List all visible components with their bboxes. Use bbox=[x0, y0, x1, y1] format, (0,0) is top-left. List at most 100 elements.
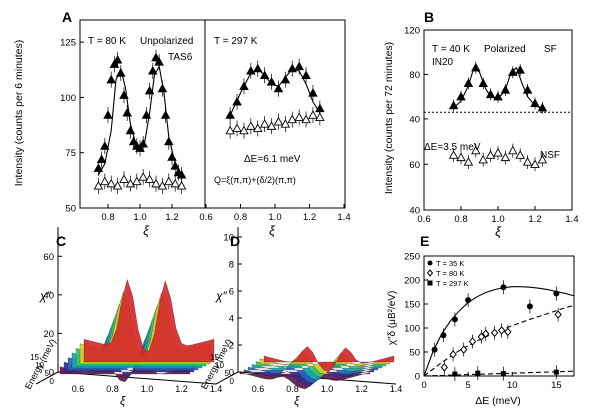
data-point-open-triangle bbox=[478, 154, 488, 164]
data-point-filled-triangle bbox=[125, 125, 136, 135]
panel-label-b: B bbox=[424, 9, 434, 25]
annotation-b-energy: ΔE=3.5 meV bbox=[424, 142, 481, 153]
data-point-filled-triangle bbox=[122, 107, 132, 117]
y-tick-label: 50 bbox=[409, 348, 420, 359]
data-point-open-triangle bbox=[252, 123, 263, 133]
data-point-filled-circle bbox=[500, 284, 507, 291]
x-tick-label: 1.4 bbox=[390, 384, 403, 394]
data-point-filled-triangle bbox=[167, 152, 177, 161]
x-tick-label: 0.6 bbox=[199, 212, 212, 223]
panel-e-xlabel: ΔE (meV) bbox=[475, 395, 521, 407]
data-point-filled-triangle bbox=[508, 67, 518, 76]
data-point-filled-circle bbox=[553, 290, 560, 297]
data-point-filled-triangle bbox=[273, 83, 284, 93]
data-point-filled-triangle bbox=[246, 65, 256, 75]
legend-marker-open-diamond bbox=[426, 269, 434, 277]
y-tick-label: 120 bbox=[404, 26, 420, 37]
x-tick-label: 0.6 bbox=[252, 384, 265, 394]
y-tick-label: 40 bbox=[409, 114, 420, 125]
panel-b-ylabel: Intensity (counts per 72 minutes) bbox=[383, 42, 395, 194]
data-point-filled-triangle bbox=[109, 59, 120, 68]
z-tick-label: 10 bbox=[223, 233, 234, 244]
panel-e-ylabel: χ″δ (μB²/eV) bbox=[387, 291, 398, 346]
data-point-filled-triangle bbox=[157, 83, 168, 93]
annotation-a-unpolarized: Unpolarized bbox=[140, 36, 193, 47]
data-point-filled-triangle bbox=[515, 65, 525, 74]
data-point-open-triangle bbox=[225, 125, 235, 135]
y-tick-label: 60 bbox=[409, 160, 420, 171]
x-tick-label: 1.2 bbox=[175, 384, 188, 394]
data-point-filled-triangle bbox=[448, 100, 459, 110]
y-tick-label: 75 bbox=[65, 148, 76, 159]
panel-a-ylabel: Intensity (counts per 6 minutes) bbox=[13, 40, 25, 186]
z-tick-label: 2 bbox=[229, 341, 234, 352]
depth-tick-label: 15 bbox=[210, 353, 219, 362]
x-tick-label: 1.0 bbox=[268, 212, 281, 223]
y-tick-label: 100 bbox=[404, 324, 420, 335]
data-point-open-diamond bbox=[460, 345, 468, 354]
x-tick-label: 1.2 bbox=[528, 214, 541, 225]
panel-b: 0.6 0.8 1.0 1.2 1.4 40 80 120 40 60 bbox=[404, 26, 578, 226]
data-point-filled-circle bbox=[465, 297, 472, 304]
data-point-filled-triangle bbox=[239, 81, 249, 91]
y-tick-label: 80 bbox=[409, 70, 420, 81]
depth-tick-label: 5 bbox=[225, 369, 230, 378]
z-tick-label: 8 bbox=[229, 260, 234, 271]
data-point-open-diamond bbox=[468, 337, 477, 346]
data-point-filled-triangle bbox=[537, 102, 548, 112]
y-tick-label: 150 bbox=[404, 300, 420, 311]
data-point-open-triangle bbox=[471, 145, 481, 155]
annotation-b-nsf: NSF bbox=[540, 150, 560, 161]
x-tick-label: 1.2 bbox=[165, 212, 178, 223]
data-point-open-triangle bbox=[239, 125, 249, 135]
data-point-filled-triangle bbox=[135, 143, 145, 152]
x-tick-label: 1.0 bbox=[141, 384, 154, 394]
panel-d-xlabel: ξ bbox=[294, 394, 300, 408]
panel-label-a: A bbox=[62, 9, 72, 25]
data-point-open-triangle bbox=[259, 119, 270, 128]
x-tick-label: 1.0 bbox=[321, 384, 334, 394]
data-point-filled-triangle bbox=[493, 91, 503, 101]
z-tick-label: 0 bbox=[49, 368, 54, 379]
data-point-open-triangle bbox=[119, 174, 129, 183]
panel-a-xlabel-right: ξ bbox=[269, 223, 276, 238]
data-point-filled-triangle bbox=[287, 63, 298, 73]
data-point-open-triangle bbox=[456, 152, 466, 162]
depth-tick-label: 0 bbox=[50, 377, 55, 386]
x-tick-label: 0.8 bbox=[286, 384, 299, 394]
data-point-open-triangle bbox=[515, 150, 525, 159]
data-point-open-triangle bbox=[232, 123, 242, 133]
x-tick-label: 0.8 bbox=[454, 214, 467, 225]
data-point-open-triangle bbox=[112, 180, 123, 190]
data-point-filled-triangle bbox=[112, 54, 123, 64]
legend-label: T = 297 K bbox=[436, 279, 469, 288]
data-point-filled-triangle bbox=[252, 63, 263, 73]
data-point-open-diamond bbox=[440, 363, 448, 372]
data-point-filled-square bbox=[553, 369, 559, 375]
x-tick-label: 15 bbox=[551, 380, 562, 391]
data-point-open-triangle bbox=[530, 159, 540, 168]
fit-line-dashed bbox=[423, 304, 575, 377]
data-point-filled-triangle bbox=[93, 163, 104, 172]
z-tick-label: 20 bbox=[43, 329, 54, 340]
data-point-open-triangle bbox=[100, 176, 110, 186]
surface-ribbon bbox=[83, 278, 215, 363]
z-tick-label: 0 bbox=[229, 368, 234, 379]
z-tick-label: 60 bbox=[43, 252, 54, 263]
data-point-filled-triangle bbox=[530, 98, 540, 107]
fit-line-solid bbox=[423, 286, 575, 377]
data-point-filled-triangle bbox=[154, 57, 164, 66]
data-point-open-triangle bbox=[508, 145, 518, 155]
data-point-filled-triangle bbox=[500, 85, 511, 94]
data-point-open-diamond bbox=[554, 310, 562, 319]
x-tick-label: 1.4 bbox=[565, 214, 578, 225]
data-point-open-triangle bbox=[144, 174, 155, 183]
legend-marker-filled-circle bbox=[427, 260, 433, 266]
z-tick-label: 4 bbox=[229, 314, 234, 325]
annotation-a-temp-right: T = 297 K bbox=[214, 36, 258, 47]
fit-line-dashed bbox=[423, 370, 575, 377]
data-point-filled-circle bbox=[451, 316, 458, 323]
data-point-open-triangle bbox=[522, 157, 533, 166]
data-point-open-triangle bbox=[164, 176, 174, 186]
